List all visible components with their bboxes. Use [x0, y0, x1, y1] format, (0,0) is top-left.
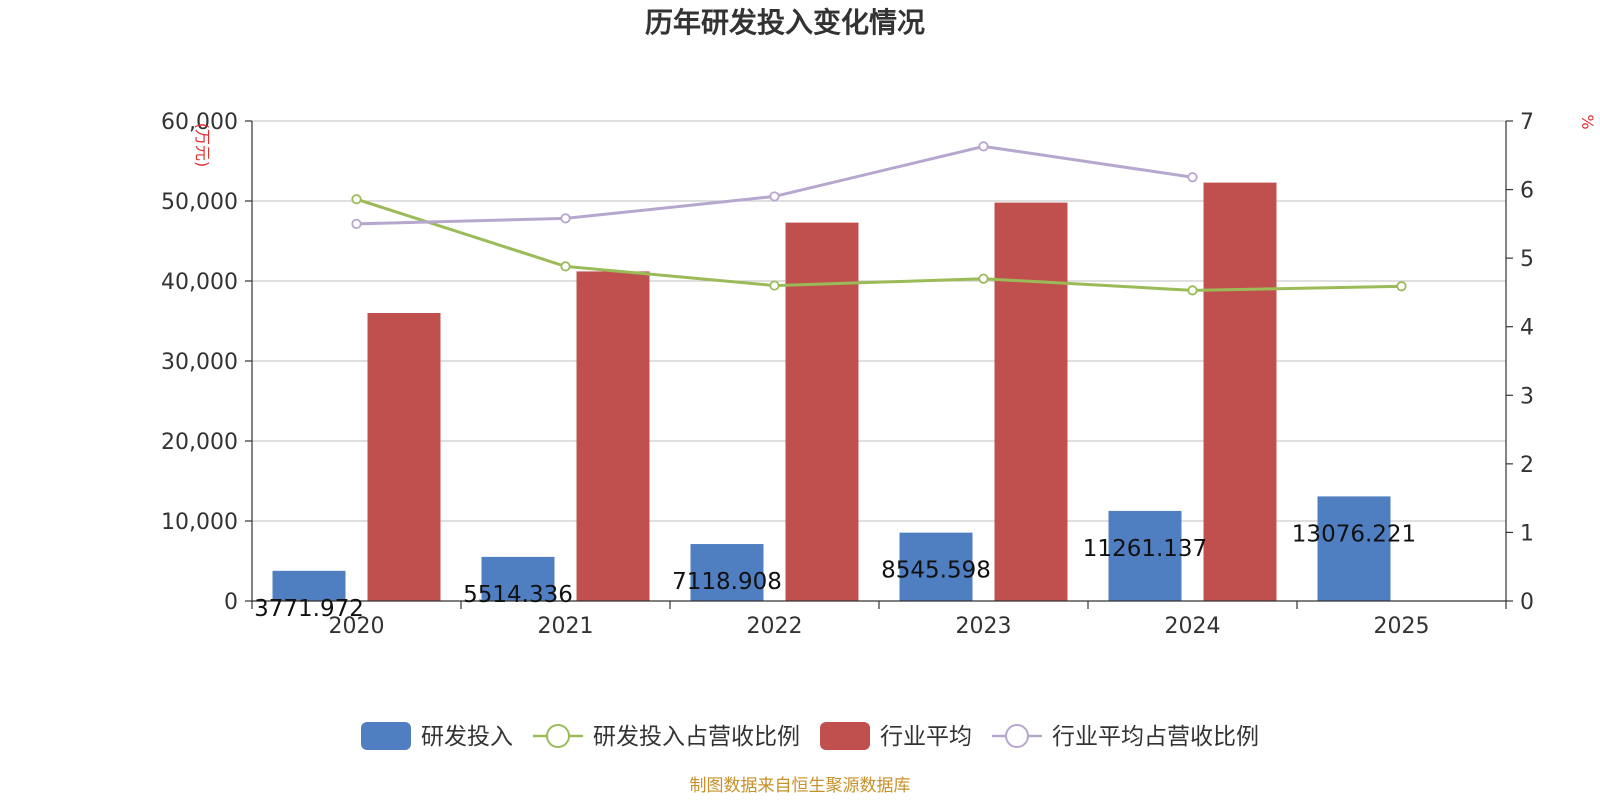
- x-axis-tick-label: 2023: [956, 614, 1012, 639]
- line-point: [1187, 285, 1198, 296]
- line-point: [978, 141, 989, 152]
- left-axis-tick-label: 60,000: [161, 110, 238, 135]
- bar-2021: [576, 271, 650, 601]
- bar-value-label: 13076.221: [1292, 521, 1416, 547]
- lines: [351, 141, 1407, 296]
- bar-value-label: 8545.598: [881, 558, 991, 584]
- right-axis-tick-label: 0: [1520, 590, 1534, 615]
- line-point: [1187, 172, 1198, 183]
- bar-2022: [690, 544, 764, 601]
- right-axis-tick-label: 3: [1520, 384, 1534, 409]
- line-point: [1396, 281, 1407, 292]
- right-axis-tick-label: 2: [1520, 453, 1534, 478]
- x-axis-tick-label: 2025: [1374, 614, 1430, 639]
- bar-value-label: 11261.137: [1083, 536, 1207, 562]
- bar-2020: [272, 570, 346, 601]
- bar-2023: [899, 532, 973, 601]
- left-axis-unit: (万元): [193, 123, 212, 168]
- line-point: [769, 280, 780, 291]
- bars: [272, 182, 1391, 601]
- bar-2021: [481, 556, 555, 601]
- bar-value-label: 7118.908: [672, 569, 782, 595]
- legend-swatch-marker: [1005, 724, 1029, 748]
- legend-swatch-bar: [361, 722, 411, 750]
- x-axis-tick-label: 2020: [329, 614, 385, 639]
- left-axis-tick-label: 50,000: [161, 190, 238, 215]
- bar-2022: [785, 222, 859, 601]
- line-point: [769, 191, 780, 202]
- left-axis-tick-label: 20,000: [161, 430, 238, 455]
- right-axis-tick-label: 7: [1520, 110, 1534, 135]
- bar-2024: [1108, 510, 1182, 601]
- right-axis-tick-label: 4: [1520, 316, 1534, 341]
- bar-2023: [994, 202, 1068, 601]
- source-note: 制图数据来自恒生聚源数据库: [690, 776, 911, 796]
- bar-value-label: 5514.336: [463, 582, 573, 608]
- bar-value-label: 3771.972: [254, 596, 364, 622]
- left-axis-tick-label: 30,000: [161, 350, 238, 375]
- line-point: [560, 261, 571, 272]
- value-labels: 3771.972 5514.336 7118.908 8545.598 11261.13…: [254, 521, 1416, 621]
- bar-2025: [1317, 496, 1391, 601]
- bar-2020: [367, 313, 441, 601]
- line-point: [351, 218, 362, 229]
- right-axis-unit: %: [1578, 114, 1597, 129]
- legend-label: 研发投入: [421, 724, 513, 750]
- legend-label: 研发投入占营收比例: [593, 724, 800, 750]
- legend-swatch-marker: [546, 724, 570, 748]
- right-axis-tick-label: 5: [1520, 247, 1534, 272]
- line-point: [978, 273, 989, 284]
- axes: 0 10,000 20,000 30,000 40,000 50,000 60,000 0 1 2…: [161, 110, 1534, 639]
- legend: 研发投入 研发投入占营收比例 行业平均 行业平均占营收比例: [361, 722, 1259, 750]
- legend-label: 行业平均: [880, 724, 972, 750]
- line-point: [560, 213, 571, 224]
- left-axis-tick-label: 10,000: [161, 510, 238, 535]
- left-axis-tick-label: 0: [224, 590, 238, 615]
- x-axis-tick-label: 2022: [747, 614, 803, 639]
- right-axis-tick-label: 1: [1520, 521, 1534, 546]
- right-axis-tick-label: 6: [1520, 179, 1534, 204]
- line-point: [351, 194, 362, 205]
- x-axis-tick-label: 2021: [538, 614, 594, 639]
- bar-2024: [1203, 182, 1277, 601]
- grid-lines: [252, 120, 1506, 522]
- x-axis-tick-label: 2024: [1165, 614, 1221, 639]
- left-axis-tick-label: 40,000: [161, 270, 238, 295]
- chart-title: 历年研发投入变化情况: [645, 6, 925, 39]
- legend-label: 行业平均占营收比例: [1052, 724, 1259, 750]
- legend-swatch-bar: [820, 722, 870, 750]
- line-series: [356, 197, 1402, 292]
